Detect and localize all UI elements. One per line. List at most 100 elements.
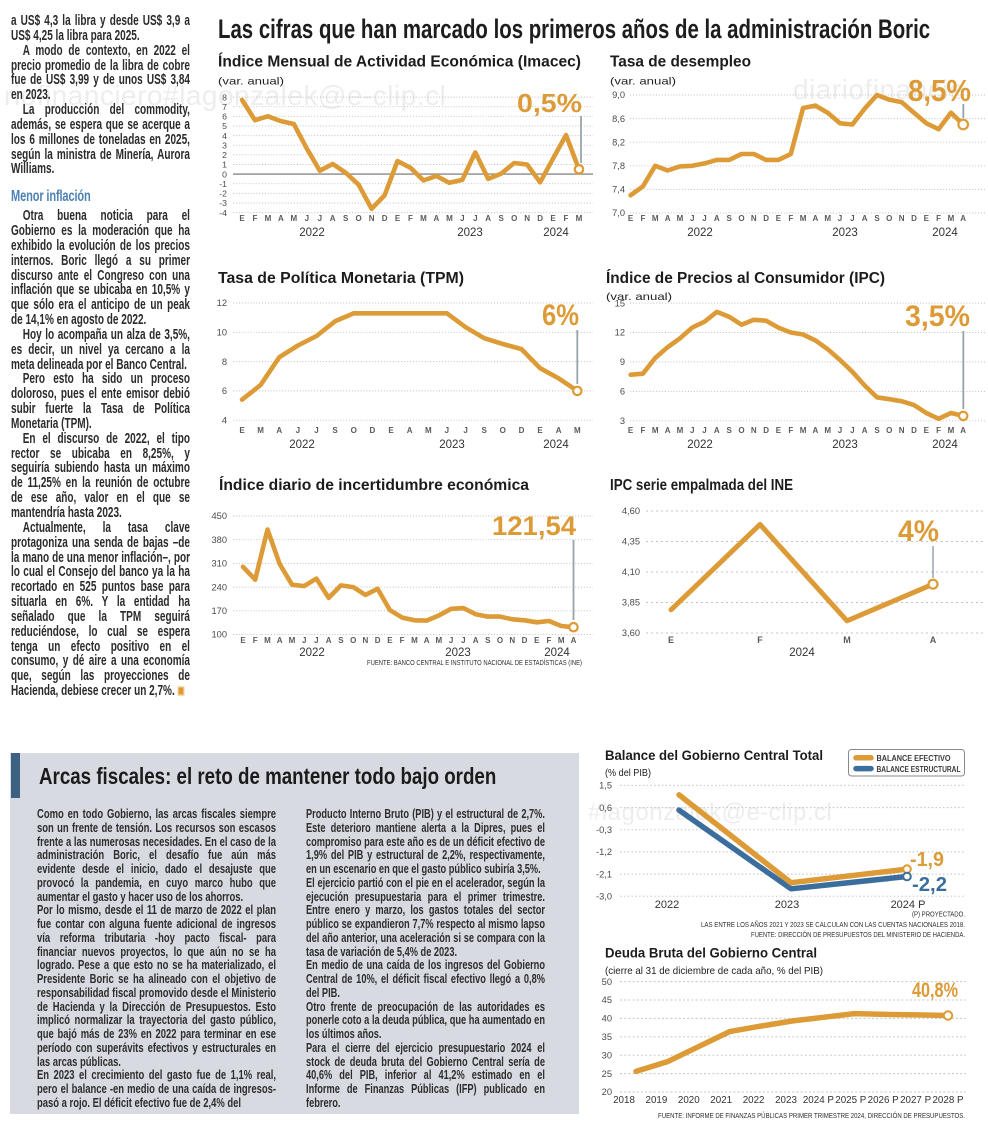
- svg-text:F: F: [640, 214, 645, 223]
- svg-text:15: 15: [615, 298, 625, 308]
- svg-text:2022: 2022: [743, 1095, 765, 1106]
- svg-text:D: D: [519, 426, 525, 435]
- svg-text:J: J: [850, 214, 854, 223]
- svg-text:D: D: [375, 636, 381, 645]
- svg-text:2026 P: 2026 P: [868, 1095, 900, 1106]
- svg-text:A: A: [278, 214, 284, 223]
- svg-text:E: E: [395, 214, 401, 223]
- svg-text:FUENTE: INFORME DE FINANZAS PÚ: FUENTE: INFORME DE FINANZAS PÚBLICAS PRI…: [658, 1111, 965, 1120]
- svg-text:2023: 2023: [439, 439, 465, 451]
- svg-text:N: N: [524, 214, 530, 223]
- svg-text:J: J: [305, 214, 309, 223]
- svg-text:O: O: [350, 636, 356, 645]
- svg-text:6: 6: [620, 387, 625, 397]
- svg-text:M: M: [677, 214, 684, 223]
- svg-text:A: A: [330, 214, 336, 223]
- svg-text:2023: 2023: [832, 439, 858, 451]
- svg-text:10: 10: [217, 328, 227, 338]
- svg-text:M: M: [652, 214, 659, 223]
- svg-text:M: M: [948, 214, 955, 223]
- svg-text:2024: 2024: [543, 227, 569, 239]
- svg-text:LAS ENTRE LOS AÑOS 2021 Y 2023: LAS ENTRE LOS AÑOS 2021 Y 2023 SE CALCUL…: [701, 920, 965, 929]
- svg-text:-2,1: -2,1: [596, 869, 612, 879]
- svg-text:-1,9: -1,9: [910, 849, 944, 871]
- svg-text:D: D: [911, 214, 917, 223]
- svg-text:M: M: [257, 426, 264, 435]
- svg-text:M: M: [576, 214, 583, 223]
- svg-text:E: E: [668, 635, 674, 645]
- svg-text:7: 7: [222, 102, 227, 112]
- svg-text:7,8: 7,8: [612, 161, 625, 171]
- svg-text:20: 20: [602, 1087, 612, 1097]
- svg-text:30: 30: [602, 1050, 612, 1060]
- svg-text:J: J: [302, 636, 306, 645]
- svg-text:M: M: [420, 214, 427, 223]
- svg-text:4: 4: [222, 131, 227, 141]
- svg-text:O: O: [511, 214, 517, 223]
- svg-text:Índice Mensual de Actividad Ec: Índice Mensual de Actividad Económica (I…: [218, 52, 581, 71]
- svg-text:E: E: [240, 636, 246, 645]
- svg-text:N: N: [369, 214, 375, 223]
- svg-text:-0,3: -0,3: [596, 825, 612, 835]
- svg-text:2027 P: 2027 P: [900, 1095, 932, 1106]
- svg-text:4,10: 4,10: [622, 567, 640, 577]
- svg-text:2023: 2023: [457, 227, 483, 239]
- svg-text:(var. anual): (var. anual): [606, 291, 672, 303]
- svg-text:9,0: 9,0: [612, 90, 625, 100]
- svg-text:-1,2: -1,2: [596, 847, 612, 857]
- svg-text:0,5%: 0,5%: [517, 88, 582, 118]
- svg-text:S: S: [874, 426, 880, 435]
- svg-text:2024: 2024: [544, 647, 570, 659]
- svg-text:O: O: [738, 426, 744, 435]
- svg-text:3,60: 3,60: [622, 628, 640, 638]
- svg-text:12: 12: [217, 298, 227, 308]
- svg-text:35: 35: [602, 1032, 612, 1042]
- svg-text:2022: 2022: [687, 227, 713, 239]
- svg-text:A: A: [276, 426, 282, 435]
- svg-text:450: 450: [211, 511, 227, 521]
- svg-text:Tasa de Política Monetaria (TP: Tasa de Política Monetaria (TPM): [218, 270, 464, 287]
- svg-text:E: E: [924, 426, 930, 435]
- svg-text:J: J: [838, 214, 842, 223]
- svg-text:M: M: [652, 426, 659, 435]
- svg-text:D: D: [911, 426, 917, 435]
- svg-text:4,35: 4,35: [622, 537, 640, 547]
- svg-text:A: A: [714, 214, 720, 223]
- svg-text:F: F: [564, 214, 569, 223]
- svg-text:M: M: [948, 426, 955, 435]
- svg-text:J: J: [314, 426, 318, 435]
- svg-text:-2: -2: [219, 189, 227, 199]
- svg-text:2023: 2023: [445, 647, 471, 659]
- svg-text:F: F: [936, 426, 941, 435]
- svg-text:5: 5: [222, 121, 227, 131]
- svg-text:IPC serie empalmada del INE: IPC serie empalmada del INE: [610, 477, 793, 494]
- svg-text:A: A: [473, 636, 479, 645]
- svg-text:J: J: [314, 636, 318, 645]
- svg-text:J: J: [318, 214, 322, 223]
- svg-text:J: J: [702, 426, 706, 435]
- svg-text:2022: 2022: [655, 899, 679, 911]
- svg-text:A: A: [665, 214, 671, 223]
- svg-text:Índice diario de incertidumbre: Índice diario de incertidumbre económica: [219, 475, 529, 494]
- svg-text:J: J: [702, 214, 706, 223]
- svg-text:8,2: 8,2: [612, 137, 625, 147]
- svg-text:F: F: [547, 636, 552, 645]
- svg-text:A: A: [326, 636, 332, 645]
- svg-text:2022: 2022: [299, 647, 325, 659]
- svg-text:240: 240: [211, 582, 227, 592]
- svg-text:M: M: [411, 636, 418, 645]
- svg-text:4,60: 4,60: [622, 506, 640, 516]
- svg-text:A: A: [424, 636, 430, 645]
- svg-text:M: M: [425, 426, 432, 435]
- svg-text:4: 4: [222, 415, 227, 425]
- svg-text:7,0: 7,0: [612, 208, 625, 218]
- svg-text:F: F: [253, 636, 258, 645]
- svg-text:D: D: [522, 636, 528, 645]
- svg-text:A: A: [556, 426, 562, 435]
- svg-text:S: S: [482, 426, 488, 435]
- svg-text:Deuda Bruta del Gobierno Centr: Deuda Bruta del Gobierno Central: [605, 945, 817, 961]
- svg-text:9: 9: [620, 357, 625, 367]
- svg-text:J: J: [461, 636, 465, 645]
- svg-text:M: M: [843, 635, 851, 645]
- svg-text:2022: 2022: [289, 439, 315, 451]
